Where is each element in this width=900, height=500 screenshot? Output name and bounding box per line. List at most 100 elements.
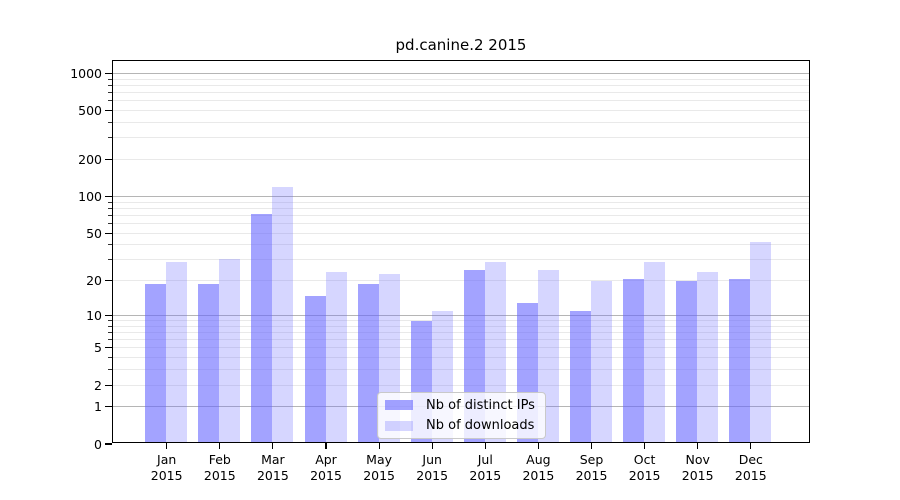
y-tick <box>105 195 112 198</box>
gridline-minor <box>113 223 809 224</box>
y-minor-tick <box>108 369 112 371</box>
gridline-minor <box>113 357 809 359</box>
legend-label-distinct-ips: Nb of distinct IPs <box>426 397 535 413</box>
x-tick-label-sep: Sep 2015 <box>575 452 608 483</box>
x-tick-label-may: May 2015 <box>363 452 395 483</box>
gridline-minor <box>113 244 809 246</box>
y-tick <box>105 384 112 386</box>
x-tick <box>272 443 274 449</box>
bar-distinct-ips-may <box>357 283 379 442</box>
gridline-minor <box>113 369 809 371</box>
x-tick <box>325 443 327 449</box>
y-minor-tick <box>108 214 112 216</box>
legend-swatch-distinct-ips <box>385 400 413 411</box>
y-minor-tick <box>108 223 112 224</box>
bar-downloads-nov <box>697 271 719 442</box>
y-minor-tick <box>108 78 112 80</box>
bar-downloads-dec <box>750 241 772 442</box>
y-tick <box>105 159 112 161</box>
bar-distinct-ips-apr <box>304 295 326 442</box>
y-minor-tick <box>108 325 112 327</box>
y-tick-label: 50 <box>86 225 102 241</box>
y-minor-tick <box>108 100 112 102</box>
x-tick <box>166 443 168 449</box>
x-tick-label-jan: Jan 2015 <box>150 452 183 483</box>
bar-downloads-oct <box>644 262 666 442</box>
y-tick <box>105 232 112 234</box>
y-tick <box>105 347 112 349</box>
x-tick <box>378 443 380 449</box>
y-minor-tick <box>108 332 112 333</box>
gridline-minor <box>113 78 809 80</box>
plot-area <box>112 60 810 443</box>
y-tick-label: 1 <box>94 399 102 415</box>
legend-item-downloads: Nb of downloads <box>385 416 539 436</box>
gridline-minor <box>113 332 809 333</box>
y-minor-tick <box>108 137 112 139</box>
x-tick <box>484 443 486 449</box>
y-tick-label: 1000 <box>70 65 102 81</box>
gridline-minor <box>113 280 809 282</box>
x-tick <box>590 443 593 449</box>
gridline-minor <box>113 347 809 349</box>
gridline-minor <box>113 122 809 123</box>
x-tick <box>431 443 433 449</box>
gridline-minor <box>113 84 809 86</box>
y-minor-tick <box>108 259 112 261</box>
x-tick <box>644 443 646 449</box>
y-tick-label: 500 <box>78 103 102 119</box>
y-minor-tick <box>108 122 112 123</box>
bar-downloads-sep <box>591 281 612 442</box>
x-tick-label-apr: Apr 2015 <box>310 452 342 483</box>
gridline-minor <box>113 325 809 327</box>
y-minor-tick <box>108 339 112 341</box>
x-tick <box>537 443 539 449</box>
y-tick <box>105 314 112 316</box>
gridline-minor <box>113 92 809 94</box>
y-tick-label: 5 <box>94 340 102 356</box>
gridline-minor <box>113 110 809 112</box>
x-tick-label-feb: Feb 2015 <box>203 452 236 483</box>
y-tick <box>105 110 112 112</box>
bar-distinct-ips-sep <box>570 311 591 442</box>
y-minor-tick <box>108 357 112 359</box>
legend-label-downloads: Nb of downloads <box>426 418 535 434</box>
gridline-minor <box>113 339 809 341</box>
x-tick <box>697 443 699 449</box>
y-tick <box>105 72 112 74</box>
x-tick-label-oct: Oct 2015 <box>628 452 661 483</box>
legend-item-distinct-ips: Nb of distinct IPs <box>385 395 539 415</box>
gridline-minor <box>113 207 809 209</box>
bar-downloads-jan <box>166 262 188 442</box>
y-minor-tick <box>108 320 112 321</box>
x-tick-label-dec: Dec 2015 <box>734 452 767 483</box>
bar-distinct-ips-mar <box>251 214 273 442</box>
bar-distinct-ips-jan <box>145 283 167 442</box>
y-tick <box>105 406 112 408</box>
gridline-major <box>113 196 809 197</box>
y-minor-tick <box>108 244 112 246</box>
bar-distinct-ips-dec <box>729 278 751 442</box>
chart-title: pd.canine.2 2015 <box>395 36 527 54</box>
legend-swatch-downloads <box>385 420 413 431</box>
gridline-minor <box>113 259 809 261</box>
x-tick-label-jun: Jun 2015 <box>416 452 449 483</box>
bar-downloads-mar <box>272 187 294 442</box>
x-tick-label-aug: Aug 2015 <box>522 452 555 483</box>
gridline-major <box>113 314 809 316</box>
x-tick <box>750 443 752 449</box>
y-minor-tick <box>108 207 112 209</box>
bar-distinct-ips-feb <box>198 283 220 442</box>
y-tick-label: 0 <box>94 436 102 452</box>
y-tick-label: 10 <box>86 307 102 323</box>
y-minor-tick <box>108 201 112 203</box>
x-tick-label-jul: Jul 2015 <box>469 452 502 483</box>
y-tick-label: 100 <box>78 189 102 204</box>
gridline-minor <box>113 214 809 216</box>
y-tick-label: 2 <box>94 377 102 393</box>
gridline-minor <box>113 320 809 321</box>
gridline-major <box>113 72 809 74</box>
gridline-minor <box>113 100 809 102</box>
y-tick <box>105 443 112 445</box>
